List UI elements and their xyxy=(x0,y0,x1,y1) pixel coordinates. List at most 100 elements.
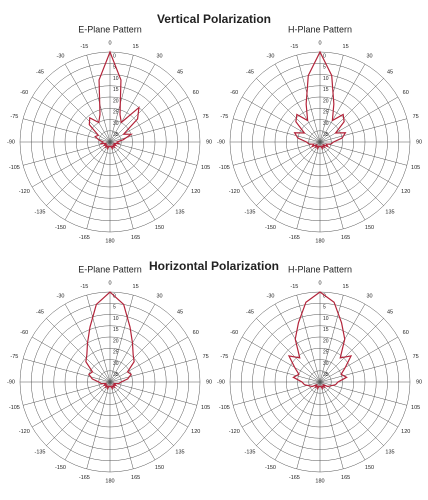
theta-tick-label: 45 xyxy=(177,69,183,75)
grid-spoke xyxy=(109,141,189,188)
theta-tick-label: 180 xyxy=(315,238,324,244)
grid-spoke xyxy=(319,336,399,383)
theta-tick-label: 105 xyxy=(201,405,210,411)
theta-tick-label: 150 xyxy=(155,225,164,231)
r-tick-label: 20 xyxy=(113,338,119,344)
theta-tick-label: 75 xyxy=(203,114,209,120)
grid-spoke xyxy=(233,381,321,406)
theta-tick-label: 60 xyxy=(193,90,199,96)
grid-spoke xyxy=(64,63,111,143)
grid-spoke xyxy=(241,96,321,143)
theta-tick-label: -105 xyxy=(219,405,230,411)
grid-spoke xyxy=(274,141,321,221)
grid-spoke xyxy=(23,381,111,406)
theta-tick-label: 60 xyxy=(403,330,409,336)
theta-tick-label: 180 xyxy=(315,478,324,484)
grid-spoke xyxy=(46,141,111,206)
theta-tick-label: -60 xyxy=(230,330,238,336)
grid-spoke xyxy=(46,78,111,143)
grid-spoke xyxy=(274,303,321,383)
theta-tick-label: 120 xyxy=(401,189,410,195)
grid-spoke xyxy=(46,381,111,446)
r-tick-label: 35 xyxy=(113,372,119,378)
r-tick-label: 30 xyxy=(323,121,329,127)
grid-spoke xyxy=(109,381,174,446)
theta-tick-label: 30 xyxy=(366,54,372,60)
theta-tick-label: 30 xyxy=(366,294,372,300)
theta-tick-label: 150 xyxy=(365,465,374,471)
grid-spoke xyxy=(296,55,321,143)
r-tick-label: 30 xyxy=(323,361,329,367)
theta-tick-label: -75 xyxy=(10,354,18,360)
theta-tick-label: 135 xyxy=(385,449,394,455)
theta-tick-label: 90 xyxy=(206,139,212,145)
r-tick-label: 5 xyxy=(323,305,326,311)
theta-tick-label: 120 xyxy=(191,429,200,435)
grid-spoke xyxy=(64,381,111,461)
grid-spoke xyxy=(109,358,197,383)
theta-tick-label: -150 xyxy=(55,465,66,471)
grid-spoke xyxy=(86,295,111,383)
theta-tick-label: 120 xyxy=(401,429,410,435)
grid-spoke xyxy=(31,381,111,428)
theta-tick-label: -90 xyxy=(217,379,225,385)
theta-tick-label: 45 xyxy=(387,69,393,75)
theta-tick-label: 105 xyxy=(201,165,210,171)
grid-spoke xyxy=(319,295,344,383)
theta-tick-label: -45 xyxy=(36,309,44,315)
theta-tick-label: -150 xyxy=(265,225,276,231)
grid-spoke xyxy=(319,381,407,406)
theta-tick-label: 90 xyxy=(416,379,422,385)
pattern-line xyxy=(287,291,353,391)
theta-tick-label: 15 xyxy=(133,284,139,290)
r-tick-label: 10 xyxy=(113,316,119,322)
r-tick-label: 10 xyxy=(113,76,119,82)
grid-spoke xyxy=(23,118,111,143)
r-tick-label: 35 xyxy=(323,372,329,378)
grid-spoke xyxy=(109,141,174,206)
grid-spoke xyxy=(109,318,174,383)
theta-tick-label: -75 xyxy=(220,114,228,120)
theta-tick-label: -135 xyxy=(244,209,255,215)
grid-spoke xyxy=(319,141,399,188)
grid-spoke xyxy=(319,96,399,143)
theta-tick-label: -30 xyxy=(57,54,65,60)
theta-tick-label: -45 xyxy=(36,69,44,75)
theta-tick-label: 165 xyxy=(131,475,140,481)
pattern-line xyxy=(88,50,140,151)
grid-spoke xyxy=(296,381,321,469)
theta-tick-label: 60 xyxy=(193,330,199,336)
grid-spoke xyxy=(241,381,321,428)
grid-spoke xyxy=(109,381,189,428)
theta-tick-label: 90 xyxy=(206,379,212,385)
grid-spoke xyxy=(274,63,321,143)
grid-spoke xyxy=(86,381,111,469)
theta-tick-label: 0 xyxy=(108,40,111,46)
theta-tick-label: -120 xyxy=(229,189,240,195)
r-tick-label: 15 xyxy=(113,327,119,333)
theta-tick-label: -60 xyxy=(20,330,28,336)
section-heading: Vertical Polarization xyxy=(157,12,271,26)
theta-tick-label: -90 xyxy=(7,139,15,145)
theta-tick-label: -135 xyxy=(34,209,45,215)
theta-tick-label: 15 xyxy=(133,44,139,50)
theta-tick-label: -165 xyxy=(289,235,300,241)
theta-tick-label: -15 xyxy=(290,284,298,290)
grid-spoke xyxy=(296,295,321,383)
theta-tick-label: -45 xyxy=(246,69,254,75)
grid-spoke xyxy=(319,141,366,221)
grid-spoke xyxy=(319,141,407,166)
grid-spoke xyxy=(319,318,384,383)
theta-tick-label: 90 xyxy=(416,139,422,145)
grid-spoke xyxy=(241,336,321,383)
grid-spoke xyxy=(241,141,321,188)
theta-tick-label: -90 xyxy=(217,139,225,145)
theta-tick-label: 135 xyxy=(175,449,184,455)
r-tick-label: 10 xyxy=(323,316,329,322)
grid-spoke xyxy=(109,96,189,143)
theta-tick-label: -150 xyxy=(55,225,66,231)
theta-tick-label: 180 xyxy=(105,478,114,484)
grid-spoke xyxy=(319,381,344,469)
theta-tick-label: 75 xyxy=(413,354,419,360)
grid-spoke xyxy=(31,336,111,383)
